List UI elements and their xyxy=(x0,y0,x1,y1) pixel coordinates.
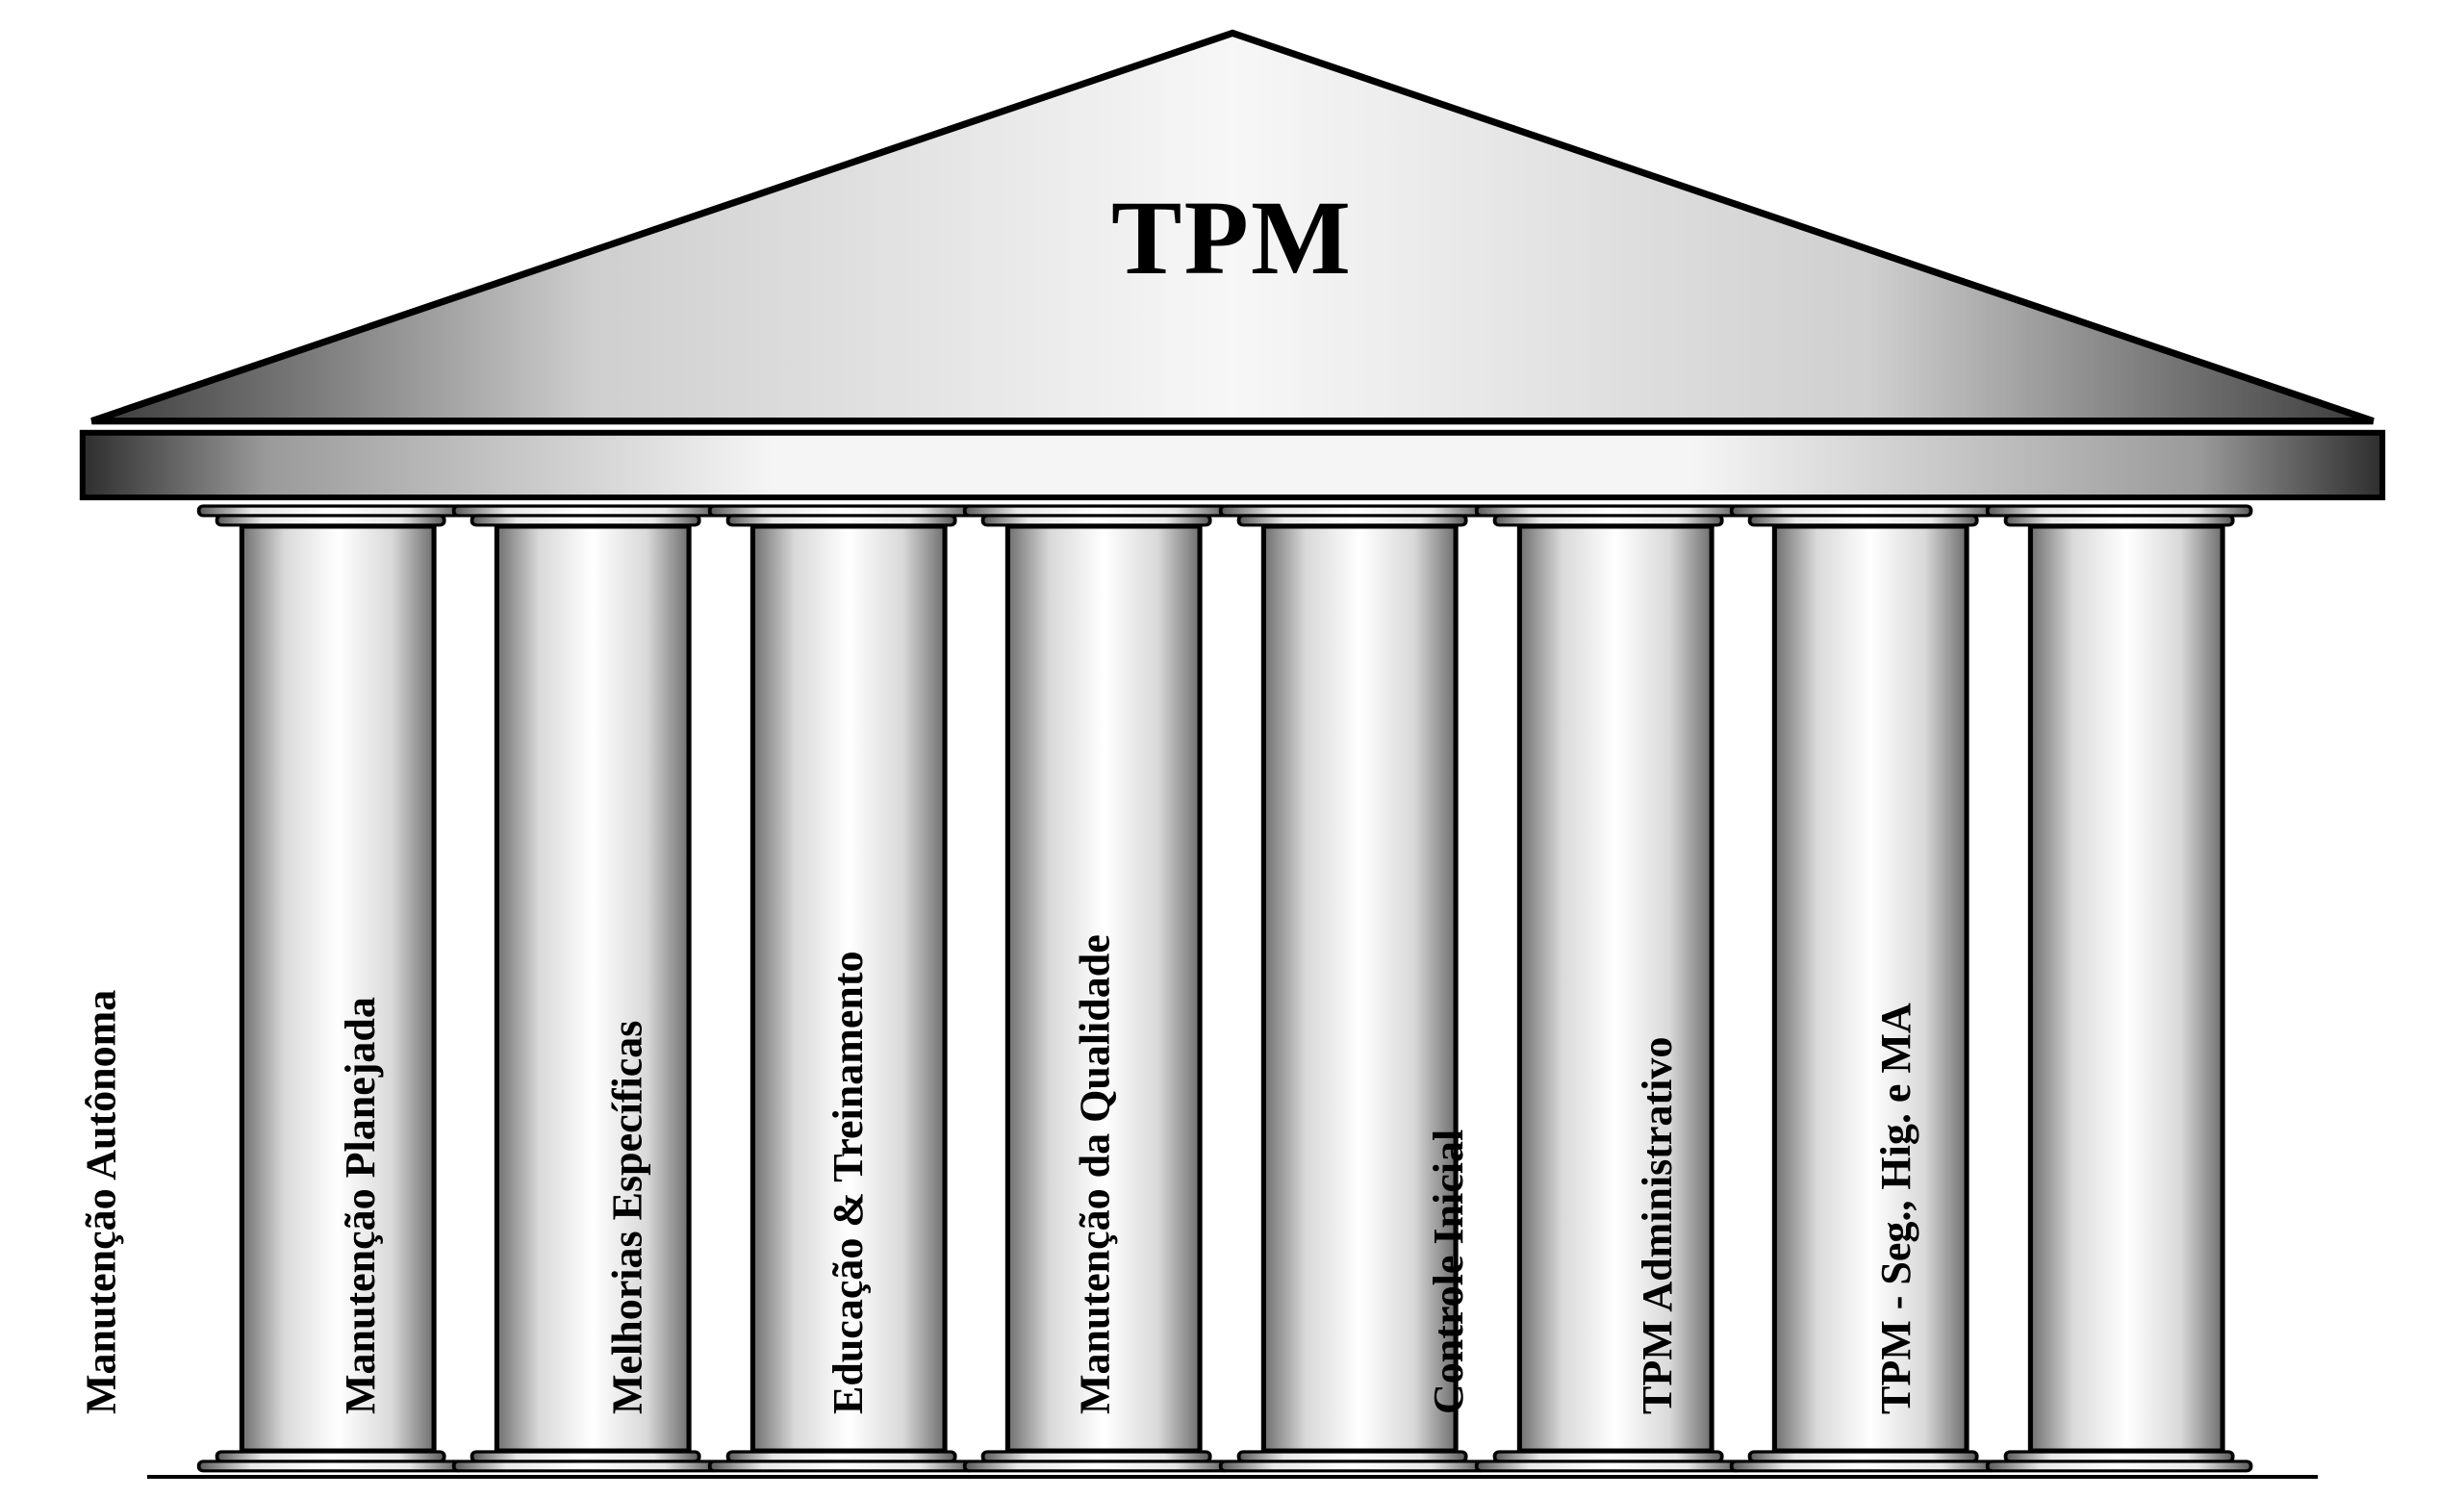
pillar-base xyxy=(1216,1448,1488,1475)
pillar: Controle Inicial xyxy=(1493,502,1737,1476)
pillar-base xyxy=(1727,1448,1999,1475)
pillar-capital xyxy=(1216,502,1488,529)
pillar-label: TPM Administrativo xyxy=(1633,1036,1682,1413)
pillar-capital xyxy=(194,502,467,529)
pillar-base xyxy=(1983,1448,2255,1475)
roof: TPM xyxy=(78,19,2387,435)
pillar-shaft: Manutenção Planejada xyxy=(491,526,695,1451)
ground-line xyxy=(147,1475,2318,1479)
pillar-label: Educação & Treinamento xyxy=(824,951,873,1414)
pillar: Manutenção Planejada xyxy=(471,502,715,1476)
pillar-capital xyxy=(449,502,722,529)
entablature-beam xyxy=(78,428,2387,502)
roof-title: TPM xyxy=(78,177,2387,299)
pillar-capital xyxy=(1472,502,1744,529)
pillar: TPM - Seg., Hig. e MA xyxy=(2005,502,2248,1476)
pillar-label: Manutenção Planejada xyxy=(336,997,385,1414)
pillar-base xyxy=(960,1448,1232,1475)
pillar-label: TPM - Seg., Hig. e MA xyxy=(1871,1003,1920,1414)
tpm-temple-diagram: TPM xyxy=(78,19,2387,1479)
pillar-label: Melhorias Específicas xyxy=(602,1020,651,1413)
pillar-capital xyxy=(1727,502,1999,529)
pillar-label: Controle Inicial xyxy=(1424,1129,1473,1413)
pillar-capital xyxy=(705,502,978,529)
pillar-base xyxy=(1472,1448,1744,1475)
pillar-shaft: TPM - Seg., Hig. e MA xyxy=(2024,526,2228,1451)
pillar-base xyxy=(449,1448,722,1475)
pillar-capital xyxy=(960,502,1232,529)
pillar-capital xyxy=(1983,502,2255,529)
pillar-shaft: Controle Inicial xyxy=(1513,526,1717,1451)
pillar-label: Manutenção Autônoma xyxy=(76,989,125,1413)
pillar-label: Manutenção da Qualidade xyxy=(1071,934,1120,1414)
colonnade: Manutenção Autônoma Manutenção Planejada xyxy=(78,502,2387,1476)
pillar-base xyxy=(705,1448,978,1475)
pillar-base xyxy=(194,1448,467,1475)
